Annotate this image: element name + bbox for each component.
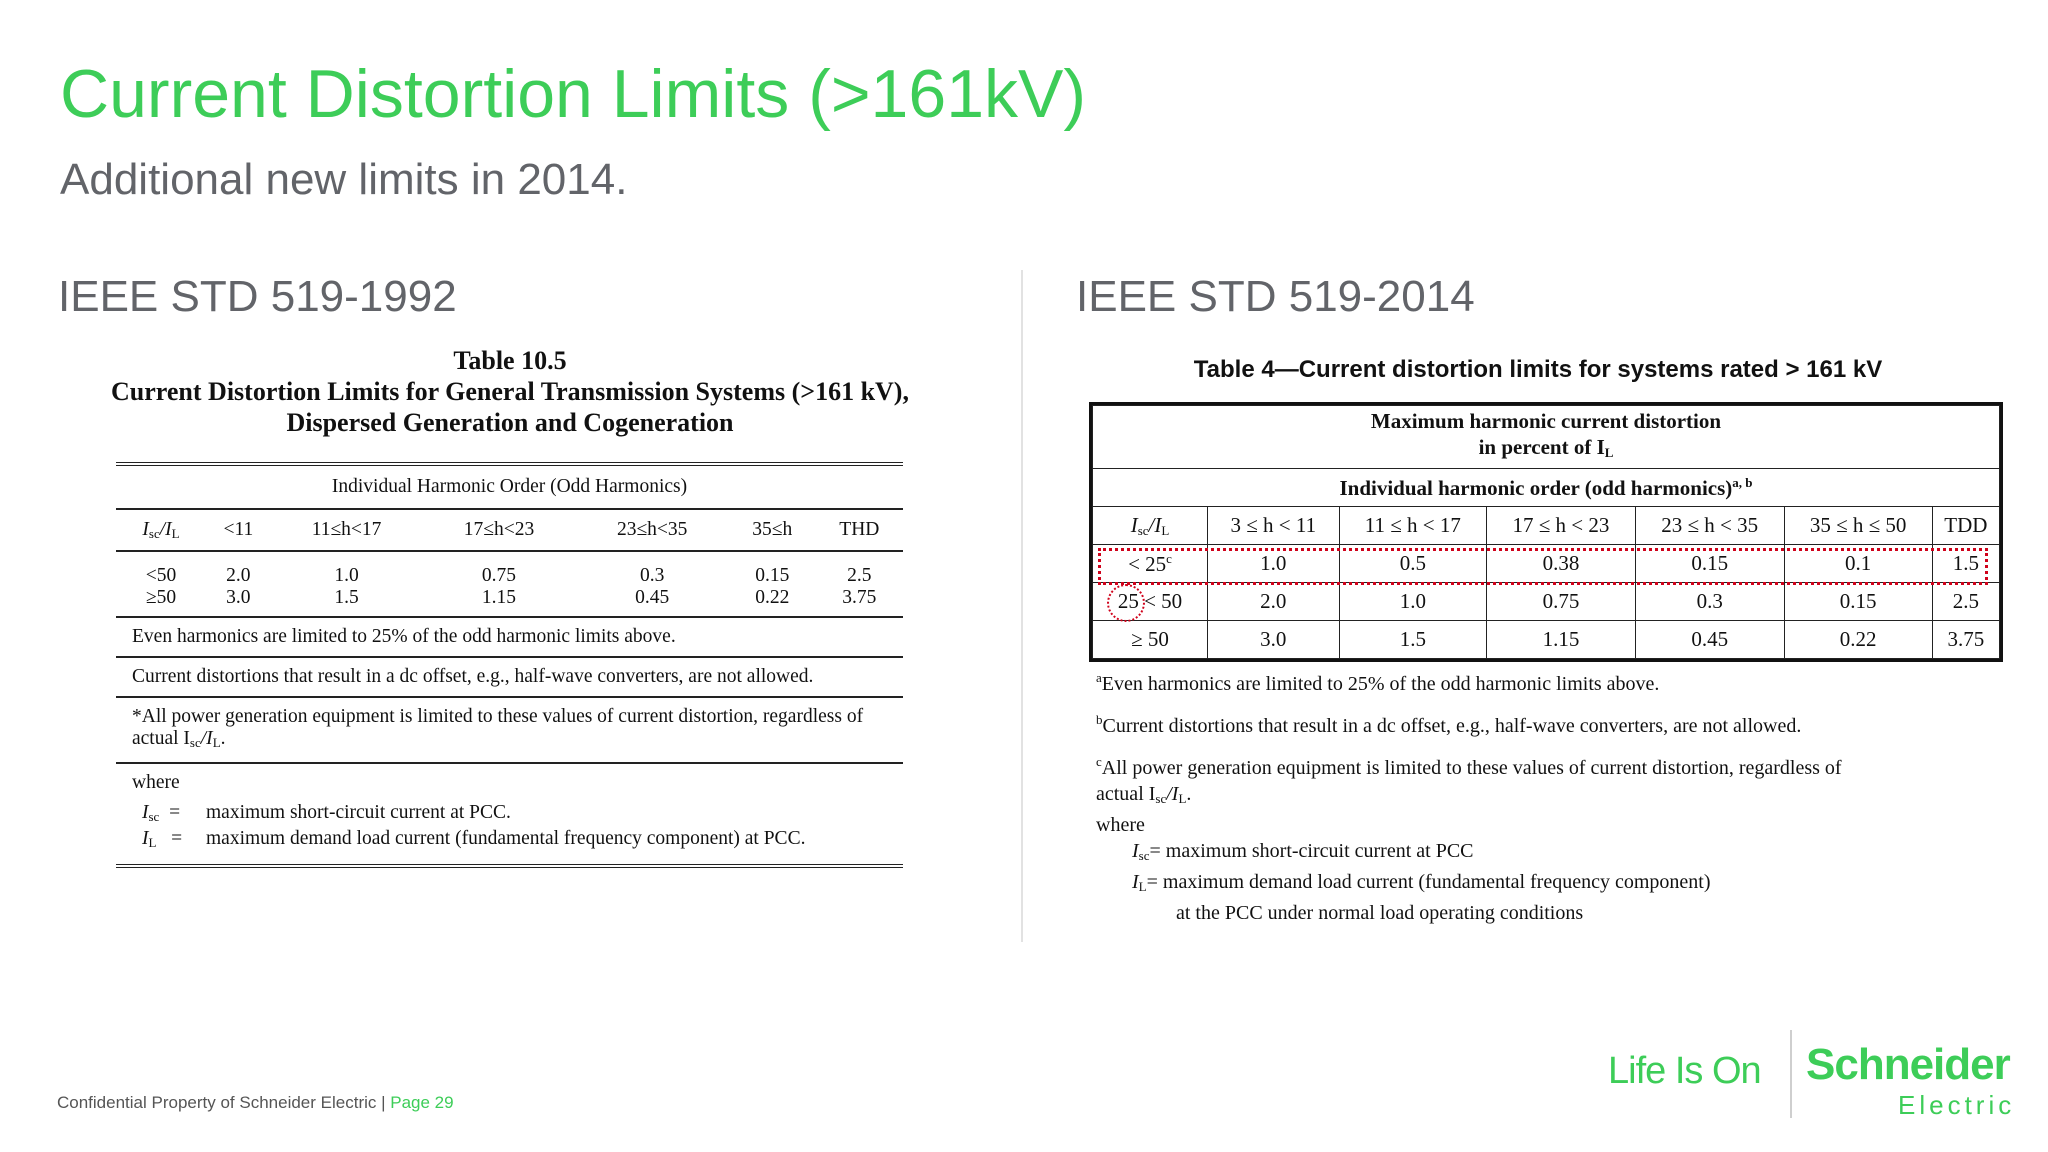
footer-text: Confidential Property of Schneider Elect… — [57, 1093, 454, 1112]
caption-line-3: Dispersed Generation and Cogeneration — [286, 408, 734, 437]
col-header: 17 ≤ h < 23 — [1486, 506, 1636, 545]
table-2014: Maximum harmonic current distortion in p… — [1089, 402, 2003, 662]
col-header: 3 ≤ h < 11 — [1207, 506, 1340, 545]
cell: 0.75 — [481, 565, 517, 586]
table-row: ≥50 3.0 1.5 1.15 0.45 0.22 3.75 — [116, 587, 903, 617]
definitions: Isc = maximum short-circuit current at PC… — [116, 798, 903, 866]
cell: 0.15 — [755, 565, 790, 586]
group-header: Individual Harmonic Order (Odd Harmonics… — [331, 476, 688, 497]
cell: 3.75 — [842, 587, 877, 608]
tagline-logo: Life Is On — [1608, 1050, 1762, 1092]
isc-definition: Isc = maximum short-circuit current at PC… — [142, 802, 511, 824]
cell: 0.22 — [1783, 620, 1933, 659]
cell: 1.15 — [1486, 620, 1636, 659]
cell: 0.45 — [635, 587, 670, 608]
brand-logo-bottom: Electric — [1898, 1090, 2016, 1120]
column-divider — [1021, 270, 1023, 942]
where-label: where — [1096, 814, 1145, 836]
column-header-row: Isc/IL <11 11≤h<17 17≤h<23 23≤h<35 35≤h … — [116, 509, 903, 551]
col-header: 35 ≤ h ≤ 50 — [1783, 506, 1933, 545]
brand-logo-top: Schneider — [1806, 1040, 2011, 1089]
column-header-row: Isc/IL 3 ≤ h < 11 11 ≤ h < 17 17 ≤ h < 2… — [1092, 506, 2001, 545]
col-header: 11≤h<17 — [311, 519, 382, 540]
cell: 2.5 — [847, 565, 872, 586]
table-1992: Individual Harmonic Order (Odd Harmonics… — [116, 462, 903, 870]
table-row: ≥ 50 3.0 1.5 1.15 0.45 0.22 3.75 — [1092, 620, 2001, 659]
where-label: where — [132, 772, 180, 793]
note-dc-offset: Current distortions that result in a dc … — [132, 666, 814, 687]
cell: 0.75 — [1486, 582, 1636, 621]
row-highlight-box — [1098, 548, 1988, 585]
col-header: 11 ≤ h < 17 — [1338, 506, 1488, 545]
cell: 1.5 — [1338, 620, 1488, 659]
header-individual-order: Individual harmonic order (odd harmonics… — [1092, 468, 2000, 507]
il-definition: IL = maximum demand load current (fundame… — [142, 828, 806, 850]
table-row: 25 < 50 2.0 1.0 0.75 0.3 0.15 2.5 — [1092, 582, 2001, 621]
cell: 1.0 — [334, 565, 359, 586]
col-header: 23≤h<35 — [616, 519, 688, 540]
cell: 0.45 — [1634, 620, 1785, 659]
col-header: <11 — [223, 519, 254, 540]
cell: ≥50 — [145, 587, 177, 608]
cell: 2.5 — [1931, 582, 2001, 621]
note-c: cAll power generation equipment is limit… — [1096, 754, 1842, 779]
col-isc-il: Isc/IL — [1092, 506, 1208, 545]
table-1992-caption: Table 10.5 Current Distortion Limits for… — [40, 345, 980, 438]
cell: 0.22 — [755, 587, 790, 608]
cell: <50 — [145, 565, 177, 586]
cell: 3.0 — [226, 587, 251, 608]
note-even-harmonics: Even harmonics are limited to 25% of the… — [132, 626, 676, 647]
cell: 0.3 — [1634, 582, 1785, 621]
header-max-distortion: Maximum harmonic current distortion in p… — [1092, 405, 2000, 469]
logo-divider — [1790, 1030, 1792, 1118]
cell: 2.0 — [226, 565, 251, 586]
slide-title: Current Distortion Limits (>161kV) — [60, 56, 1087, 132]
col-header: TDD — [1931, 506, 2001, 545]
il-definition-cont: at the PCC under normal load operating c… — [1176, 902, 1584, 924]
caption-line-1: Table 10.5 — [453, 346, 567, 375]
value-highlight-circle — [1107, 584, 1145, 622]
cell: 1.0 — [1338, 582, 1488, 621]
isc-definition: Isc= maximum short-circuit current at PC… — [1132, 840, 1474, 863]
cell: 0.15 — [1783, 582, 1933, 621]
col-isc-il: Isc/IL — [142, 518, 180, 541]
page-number: Page 29 — [390, 1093, 454, 1112]
col-header: 17≤h<23 — [463, 519, 535, 540]
il-definition: IL= maximum demand load current (fundame… — [1132, 871, 1711, 894]
note-b: bCurrent distortions that result in a dc… — [1096, 712, 1802, 737]
cell: 3.75 — [1931, 620, 2001, 659]
col-header: 23 ≤ h < 35 — [1634, 506, 1785, 545]
slide-subtitle: Additional new limits in 2014. — [60, 155, 628, 204]
col-header: THD — [839, 519, 880, 540]
table-row: <50 2.0 1.0 0.75 0.3 0.15 2.5 — [116, 551, 903, 587]
col-header: 35≤h — [752, 519, 793, 540]
cell: 2.0 — [1207, 582, 1340, 621]
cell: 1.15 — [481, 587, 517, 608]
cell: 1.5 — [334, 587, 359, 608]
cell: 0.3 — [640, 565, 665, 586]
note-power-generation: *All power generation equipment is limit… — [132, 706, 864, 750]
note-c-cont: actual Isc/IL. — [1096, 783, 1192, 806]
table-2014-caption: Table 4—Current distortion limits for sy… — [1193, 356, 1883, 383]
caption-line-2: Current Distortion Limits for General Tr… — [111, 377, 909, 406]
table-2014-notes: aEven harmonics are limited to 25% of th… — [1096, 665, 1996, 926]
cell: 3.0 — [1207, 620, 1340, 659]
cell: ≥ 50 — [1092, 620, 1208, 659]
right-heading: IEEE STD 519-2014 — [1076, 272, 1475, 321]
note-a: aEven harmonics are limited to 25% of th… — [1096, 670, 1660, 695]
left-heading: IEEE STD 519-1992 — [58, 272, 457, 321]
